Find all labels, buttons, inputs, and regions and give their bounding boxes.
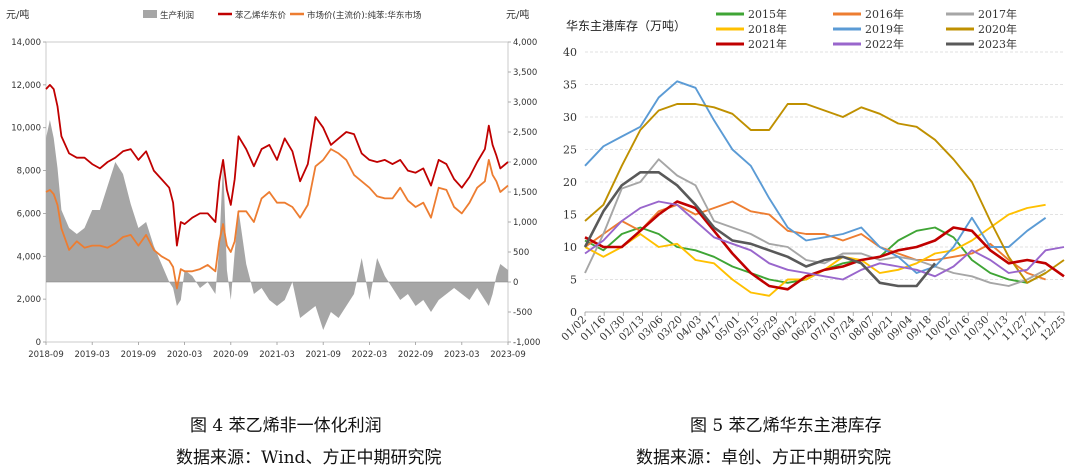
figure5-title: 图 5 苯乙烯华东主港库存 <box>690 416 882 436</box>
legend-label: 生产利润 <box>160 10 194 21</box>
x-tick-label: 2019-09 <box>121 350 157 360</box>
right-tick-label: 1,000 <box>513 218 537 228</box>
right-tick-label: 2,000 <box>513 158 537 168</box>
left-tick-label: 10,000 <box>11 124 41 134</box>
legend-label: 2015年 <box>748 7 787 21</box>
right-tick-label: 2,500 <box>513 128 537 138</box>
y-tick-label: 35 <box>563 79 577 92</box>
figure4-title: 图 4 苯乙烯非一体化利润 <box>190 416 382 436</box>
x-tick-label: 2021-03 <box>259 350 295 360</box>
legend-label: 2016年 <box>865 7 904 21</box>
series-line-2019-year <box>584 80 1047 274</box>
series-line-2022-year <box>584 200 1065 281</box>
legend-label: 2019年 <box>865 22 904 36</box>
series-line-2020-year <box>584 103 1065 284</box>
x-tick-label: 2022-09 <box>398 350 434 360</box>
y-tick-label: 10 <box>563 241 577 254</box>
figure4-source: 数据来源：Wind、方正中期研究院 <box>176 448 442 468</box>
series-area-profit <box>46 120 508 330</box>
series-line-2017-year <box>584 158 1047 287</box>
left-tick-label: 6,000 <box>17 209 41 219</box>
x-tick-label: 2020-03 <box>167 350 203 360</box>
right-tick-label: 500 <box>513 248 529 258</box>
inventory-lines-layer <box>583 80 1065 297</box>
figure5-source: 数据来源：卓创、方正中期研究院 <box>636 448 891 468</box>
series-line-2016-year <box>584 200 1046 281</box>
legend-label: 2023年 <box>978 37 1017 51</box>
legend-label: 2018年 <box>748 22 787 36</box>
left-tick-label: 14,000 <box>11 38 41 48</box>
legend-label: 2020年 <box>978 22 1017 36</box>
right-tick-label: -500 <box>513 308 532 318</box>
right-tick-label: 3,000 <box>513 98 537 108</box>
left-axis-unit: 元/吨 <box>6 8 29 21</box>
series-line-benzene-price <box>45 148 509 290</box>
legend-label: 苯乙烯华东价 <box>235 10 287 21</box>
right-tick-label: 0 <box>513 278 518 288</box>
profit-legend: 生产利润 苯乙烯华东价 市场价(主流价):纯苯:华东市场 <box>143 10 421 21</box>
inventory-chart: 051015202530354001/0201/1601/3002/1303/0… <box>559 7 1068 344</box>
legend-label: 2022年 <box>865 37 904 51</box>
right-tick-label: 3,500 <box>513 68 537 78</box>
legend-label: 市场价(主流价):纯苯:华东市场 <box>307 10 421 21</box>
left-tick-label: 2,000 <box>17 295 41 305</box>
legend-label: 2021年 <box>748 37 787 51</box>
x-tick-label: 2023-03 <box>444 350 480 360</box>
series-line-styrene-price <box>45 84 509 247</box>
right-tick-label: -1,000 <box>513 338 540 348</box>
profit-area-layer <box>46 120 508 330</box>
x-tick-label: 2021-09 <box>305 350 341 360</box>
right-tick-label: 1,500 <box>513 188 537 198</box>
x-tick-label: 2022-03 <box>352 350 388 360</box>
right-axis-unit: 元/吨 <box>506 8 529 21</box>
x-tick-label: 2023-09 <box>490 350 526 360</box>
profit-chart: 0 2,000 4,000 6,000 8,000 10,000 12,000 14,000 -… <box>6 8 540 360</box>
y-tick-label: 40 <box>563 46 577 59</box>
left-tick-label: 0 <box>36 338 41 348</box>
price-lines-layer <box>45 84 509 290</box>
left-tick-label: 4,000 <box>17 252 41 262</box>
inventory-legend: 2015年 2016年 2017年 2018年 2019年 2020年 2021年 2022年… <box>716 7 1017 51</box>
y-tick-label: 20 <box>563 176 577 189</box>
y-tick-label: 0 <box>570 306 577 319</box>
y-tick-label: 5 <box>570 274 577 287</box>
x-tick-label: 2019-03 <box>74 350 110 360</box>
x-tick-label: 2020-09 <box>213 350 249 360</box>
right-tick-label: 4,000 <box>513 38 537 48</box>
left-tick-label: 12,000 <box>11 81 41 91</box>
left-tick-label: 8,000 <box>17 167 41 177</box>
y-tick-label: 15 <box>563 209 577 222</box>
y-tick-label: 30 <box>563 111 577 124</box>
series-line-2023-year <box>583 171 937 288</box>
profit-axes: 0 2,000 4,000 6,000 8,000 10,000 12,000 14,000 -… <box>11 38 540 360</box>
inventory-axes: 051015202530354001/0201/1601/3002/1303/0… <box>559 46 1068 344</box>
y-tick-label: 25 <box>563 144 577 157</box>
series-line-2021-year <box>584 200 1065 291</box>
legend-label: 2017年 <box>978 7 1017 21</box>
legend-swatch-profit <box>143 10 157 18</box>
x-tick-label: 2018-09 <box>28 350 64 360</box>
inventory-chart-title: 华东主港库存（万吨） <box>566 18 686 33</box>
